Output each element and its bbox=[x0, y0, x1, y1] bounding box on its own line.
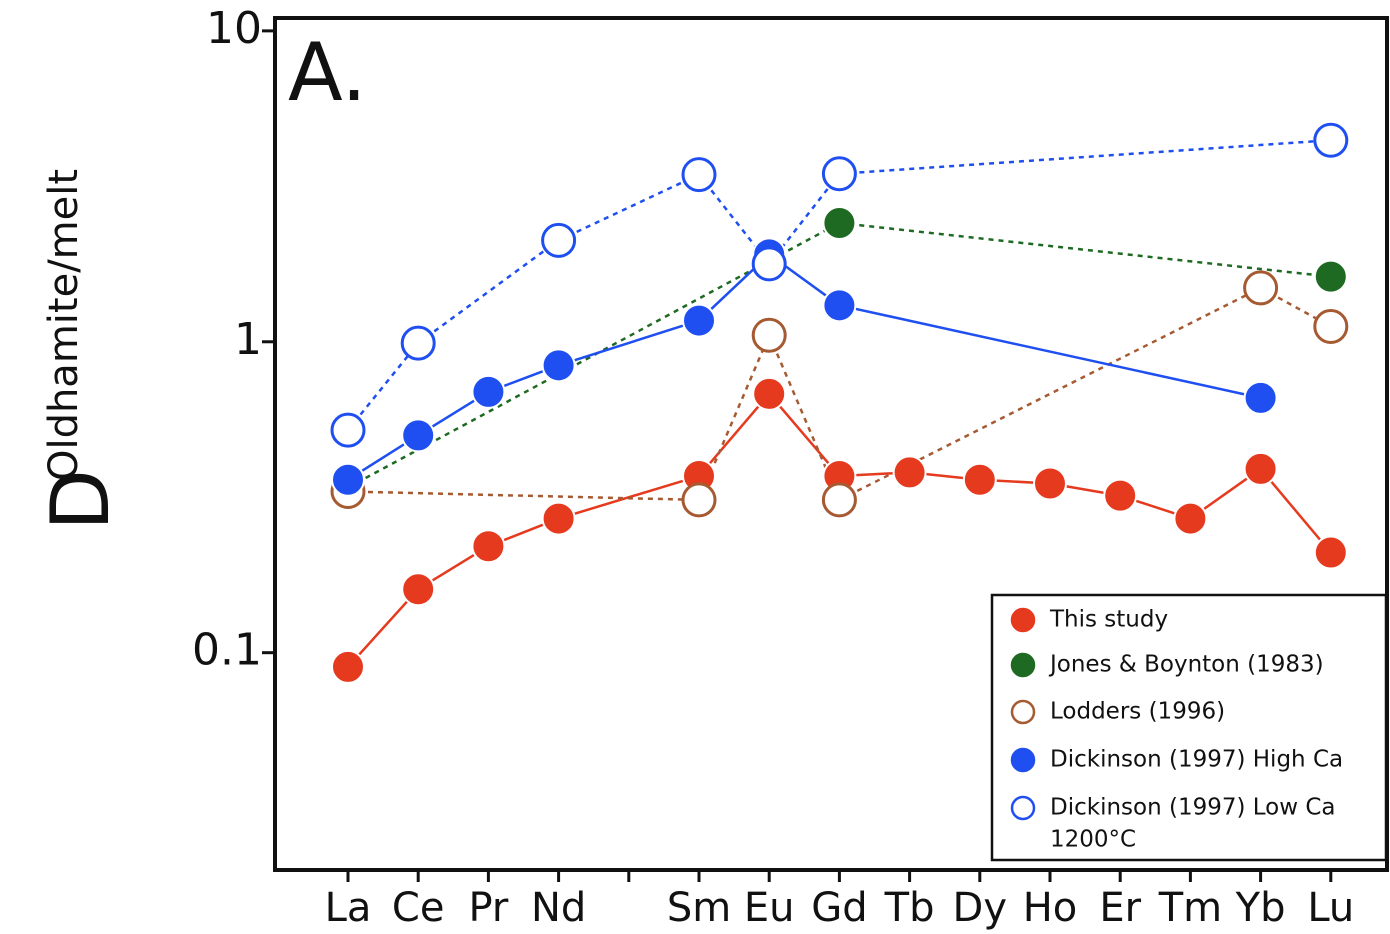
marker bbox=[541, 501, 576, 536]
connector bbox=[347, 490, 700, 502]
legend-marker bbox=[1010, 747, 1036, 773]
connector bbox=[1259, 468, 1332, 554]
marker bbox=[1243, 451, 1278, 486]
connector bbox=[417, 239, 560, 345]
legend-label: Jones & Boynton (1983) bbox=[1048, 652, 1324, 678]
x-tick-label: Eu bbox=[744, 885, 795, 931]
marker bbox=[1313, 535, 1348, 570]
marker bbox=[401, 572, 436, 607]
x-tick-label: Tm bbox=[1158, 885, 1222, 931]
marker bbox=[822, 288, 857, 323]
marker bbox=[401, 418, 436, 453]
legend-marker bbox=[1010, 699, 1036, 725]
marker bbox=[1033, 466, 1067, 501]
x-tick-label: Pr bbox=[468, 885, 508, 931]
y-label-main: D bbox=[34, 469, 127, 531]
connector bbox=[558, 173, 700, 242]
connector bbox=[698, 393, 771, 477]
marker bbox=[892, 455, 927, 490]
legend-label: Lodders (1996) bbox=[1050, 699, 1225, 725]
x-tick-label: Nd bbox=[531, 885, 586, 931]
legend-box bbox=[990, 593, 1388, 862]
legend-label: Dickinson (1997) Low Ca bbox=[1050, 795, 1336, 821]
marker bbox=[751, 246, 787, 282]
connector bbox=[839, 304, 1261, 400]
x-tick-label: Ce bbox=[392, 885, 445, 931]
x-tick-label: Gd bbox=[811, 885, 867, 931]
marker bbox=[962, 462, 997, 497]
marker bbox=[822, 206, 857, 241]
marker bbox=[821, 156, 857, 192]
x-tick-label: Ho bbox=[1023, 885, 1078, 931]
marker bbox=[821, 482, 857, 518]
marker bbox=[330, 412, 366, 448]
marker bbox=[1313, 308, 1349, 344]
x-tick-label: Dy bbox=[953, 885, 1007, 931]
connector bbox=[838, 286, 1262, 502]
marker bbox=[331, 649, 365, 684]
marker bbox=[1243, 270, 1279, 306]
x-tick-label: Tb bbox=[884, 885, 935, 931]
connector bbox=[347, 588, 420, 668]
connector bbox=[558, 319, 700, 367]
y-tick-label: 0.1 bbox=[192, 625, 262, 676]
marker bbox=[400, 325, 436, 361]
marker bbox=[541, 348, 576, 383]
marker bbox=[681, 157, 717, 193]
marker bbox=[541, 222, 577, 258]
y-tick-label: 10 bbox=[206, 3, 262, 54]
marker bbox=[1313, 122, 1349, 158]
legend-label: Dickinson (1997) High Ca bbox=[1050, 747, 1343, 773]
marker bbox=[752, 376, 787, 411]
marker bbox=[471, 374, 506, 409]
connector bbox=[768, 393, 841, 477]
x-tick-label: La bbox=[325, 885, 372, 931]
plot-frame bbox=[273, 16, 1389, 872]
legend-note: 1200°C bbox=[1050, 827, 1136, 853]
x-tick-label: Sm bbox=[667, 885, 731, 931]
x-tick-label: Er bbox=[1099, 885, 1141, 931]
connector bbox=[839, 138, 1331, 176]
legend-marker bbox=[1010, 607, 1036, 633]
marker bbox=[1173, 501, 1208, 536]
marker bbox=[751, 317, 787, 353]
marker bbox=[682, 303, 716, 338]
chart-title: A. bbox=[288, 26, 367, 119]
marker bbox=[331, 462, 365, 497]
marker bbox=[471, 529, 506, 564]
legend-label: This study bbox=[1049, 607, 1168, 633]
marker bbox=[1103, 478, 1138, 513]
x-tick-label: Lu bbox=[1307, 885, 1354, 931]
y-tick-label: 1 bbox=[234, 314, 262, 365]
connector bbox=[839, 221, 1331, 278]
legend-marker bbox=[1010, 795, 1036, 821]
y-axis-label: D Oldhamite/melt bbox=[34, 169, 127, 531]
connector bbox=[347, 342, 420, 431]
x-tick-label: Yb bbox=[1235, 885, 1286, 931]
marker bbox=[681, 482, 717, 518]
marker bbox=[1243, 380, 1278, 415]
y-label-sub: Oldhamite/melt bbox=[41, 169, 87, 481]
marker bbox=[1313, 259, 1348, 294]
legend-marker bbox=[1010, 652, 1036, 678]
